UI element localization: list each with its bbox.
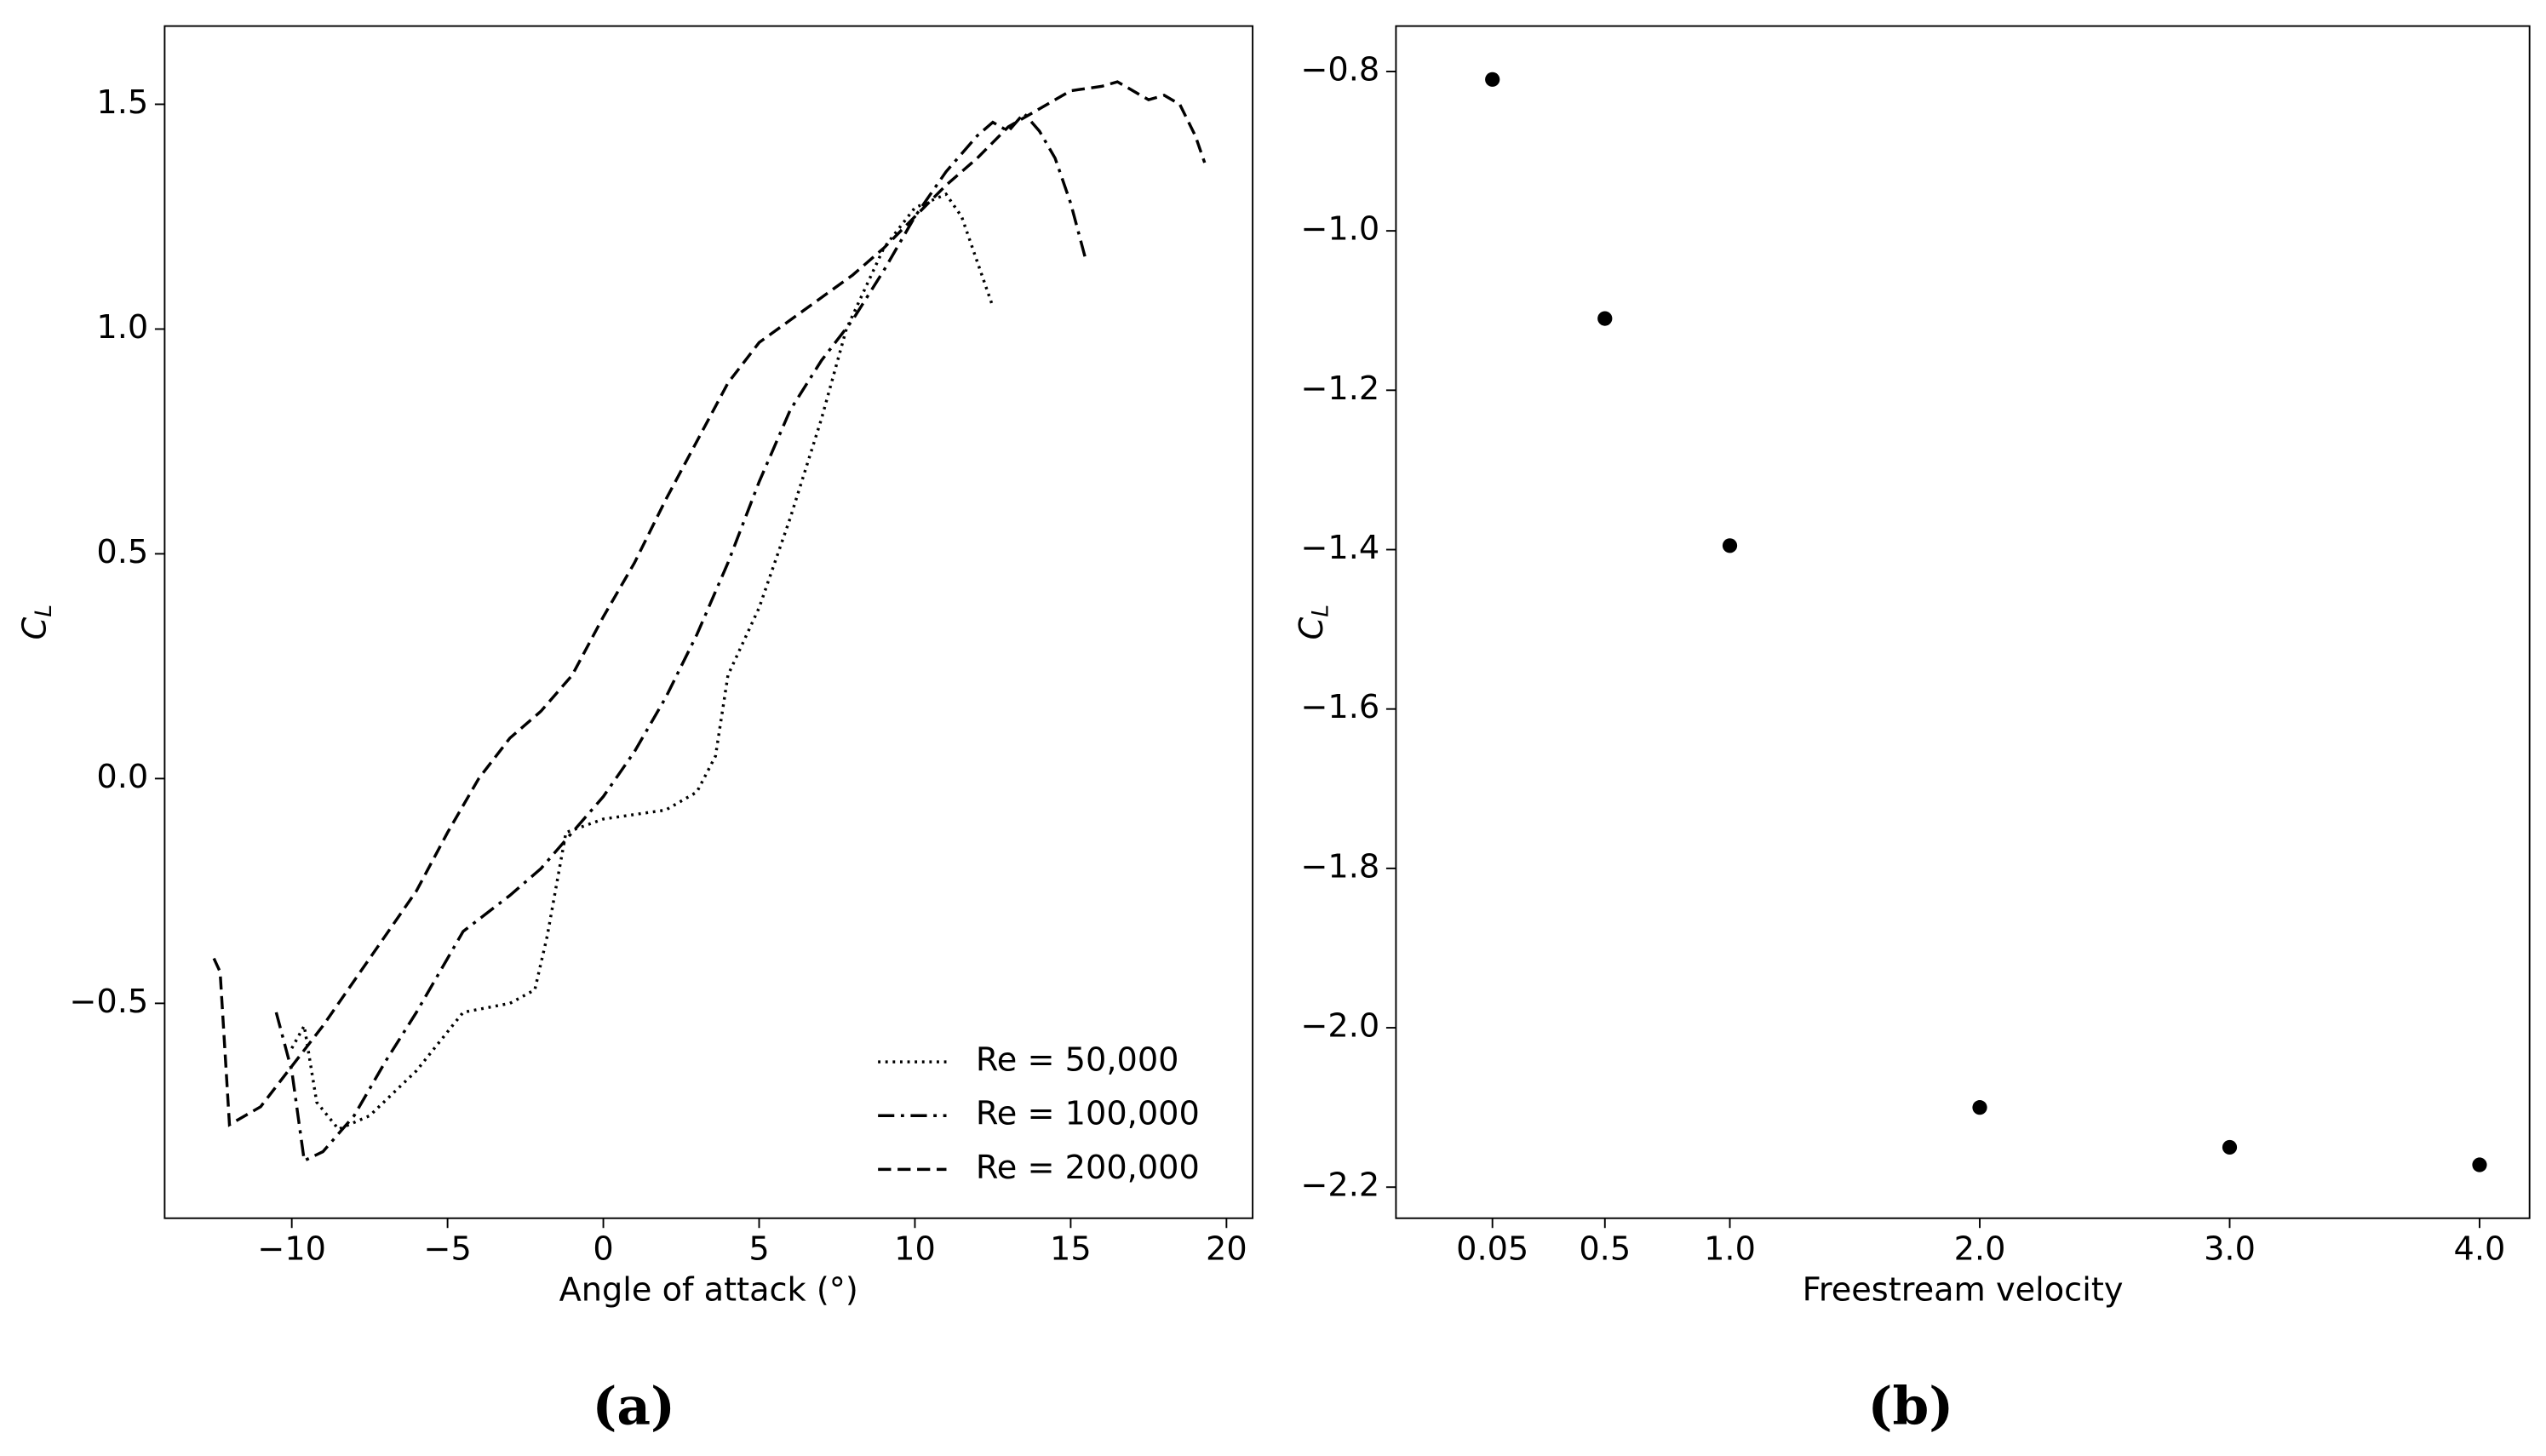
y-tick-label: −1.8 (1300, 847, 1379, 886)
plot-frame (163, 25, 1254, 1219)
scatter-point (1597, 311, 1613, 326)
y-tick-label: 1.0 (96, 308, 148, 347)
x-axis-label: Angle of attack (°) (559, 1270, 858, 1309)
x-tick-label: 20 (1206, 1230, 1247, 1268)
y-axis-label-main: C (15, 616, 54, 639)
y-tick-label: −1.0 (1300, 210, 1379, 249)
caption: (a) (592, 1376, 675, 1436)
x-tick-label: 3.0 (2204, 1230, 2256, 1268)
y-axis-label-main: C (1292, 616, 1330, 639)
caption: (b) (1867, 1376, 1953, 1436)
line-series (290, 192, 995, 1132)
legend-label: Re = 100,000 (976, 1095, 1200, 1133)
x-tick-label: 15 (1050, 1230, 1092, 1268)
y-tick-label: −1.2 (1300, 370, 1379, 408)
y-tick-label: −0.5 (69, 983, 148, 1021)
line-series (274, 111, 1088, 1163)
y-tick-label: −1.6 (1300, 688, 1379, 726)
y-tick-label: 1.5 (96, 83, 148, 122)
x-tick-label: 0 (593, 1230, 613, 1268)
y-tick-label: 0.0 (96, 758, 148, 796)
y-axis-label: CL (15, 605, 57, 640)
x-tick-label: 0.5 (1579, 1230, 1631, 1268)
plot-frame (1395, 25, 2531, 1219)
y-tick-label: −2.2 (1300, 1167, 1379, 1205)
scatter-point (1722, 538, 1738, 553)
x-tick-label: 2.0 (1954, 1230, 2006, 1268)
x-tick-label: −10 (257, 1230, 326, 1268)
y-tick-label: −0.8 (1300, 50, 1379, 89)
scatter-point (2472, 1157, 2487, 1172)
y-tick-label: −1.4 (1300, 529, 1379, 567)
line-series (212, 80, 1207, 1127)
x-tick-label: 0.05 (1456, 1230, 1528, 1268)
scatter-point (2222, 1139, 2238, 1155)
x-tick-label: −5 (423, 1230, 471, 1268)
scatter-point (1972, 1100, 1987, 1115)
x-tick-label: 1.0 (1704, 1230, 1756, 1268)
x-tick-label: 4.0 (2454, 1230, 2506, 1268)
y-axis-label: CL (1292, 605, 1333, 640)
x-axis-label: Freestream velocity (1803, 1270, 2124, 1309)
x-tick-label: 5 (748, 1230, 769, 1268)
legend-label: Re = 200,000 (976, 1149, 1200, 1187)
y-tick-label: −2.0 (1300, 1007, 1379, 1046)
y-tick-label: 0.5 (96, 533, 148, 571)
y-axis-label-sub: L (1307, 605, 1333, 617)
x-tick-label: 10 (894, 1230, 936, 1268)
legend-label: Re = 50,000 (976, 1041, 1179, 1080)
scatter-point (1485, 72, 1500, 87)
y-axis-label-sub: L (30, 605, 56, 617)
